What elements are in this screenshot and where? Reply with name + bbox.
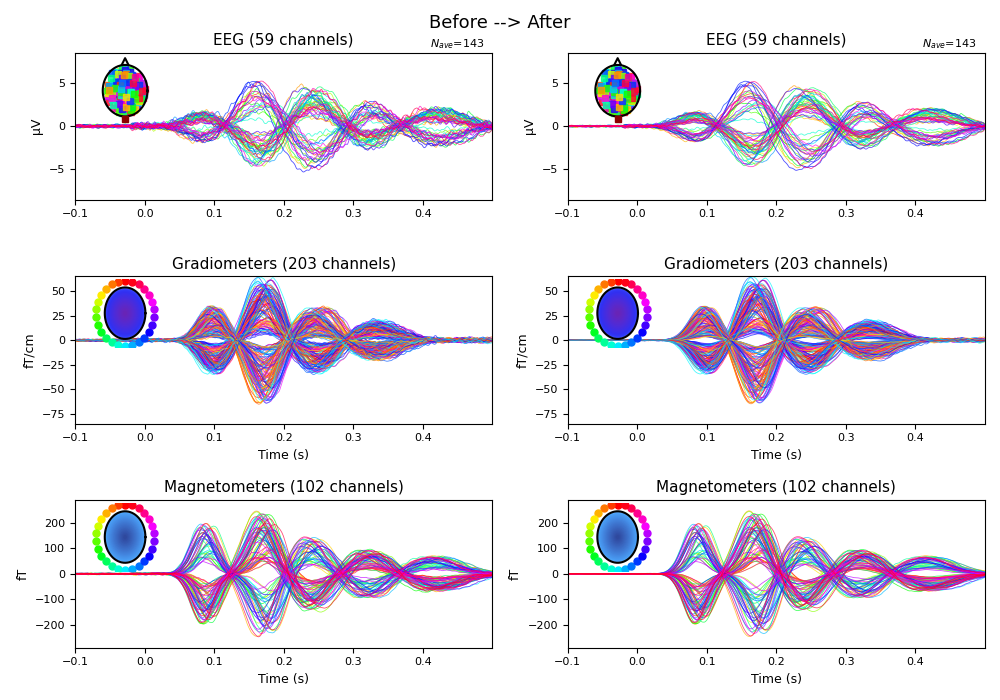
Title: EEG (59 channels): EEG (59 channels) (706, 32, 847, 47)
X-axis label: Time (s): Time (s) (258, 449, 309, 462)
Text: Before --> After: Before --> After (429, 14, 571, 32)
Title: Gradiometers (203 channels): Gradiometers (203 channels) (664, 256, 888, 271)
Title: EEG (59 channels): EEG (59 channels) (213, 32, 354, 47)
X-axis label: Time (s): Time (s) (751, 449, 802, 462)
Title: Gradiometers (203 channels): Gradiometers (203 channels) (172, 256, 396, 271)
Y-axis label: fT/cm: fT/cm (23, 332, 36, 368)
Y-axis label: μV: μV (523, 118, 536, 134)
Title: Magnetometers (102 channels): Magnetometers (102 channels) (656, 480, 896, 495)
Text: $N_{ave}$=143: $N_{ave}$=143 (430, 37, 484, 51)
Y-axis label: fT: fT (509, 568, 522, 580)
Y-axis label: fT/cm: fT/cm (516, 332, 529, 368)
Y-axis label: fT: fT (16, 568, 29, 580)
X-axis label: Time (s): Time (s) (258, 673, 309, 686)
Y-axis label: μV: μV (30, 118, 43, 134)
Title: Magnetometers (102 channels): Magnetometers (102 channels) (164, 480, 404, 495)
X-axis label: Time (s): Time (s) (751, 673, 802, 686)
Text: $N_{ave}$=143: $N_{ave}$=143 (922, 37, 977, 51)
